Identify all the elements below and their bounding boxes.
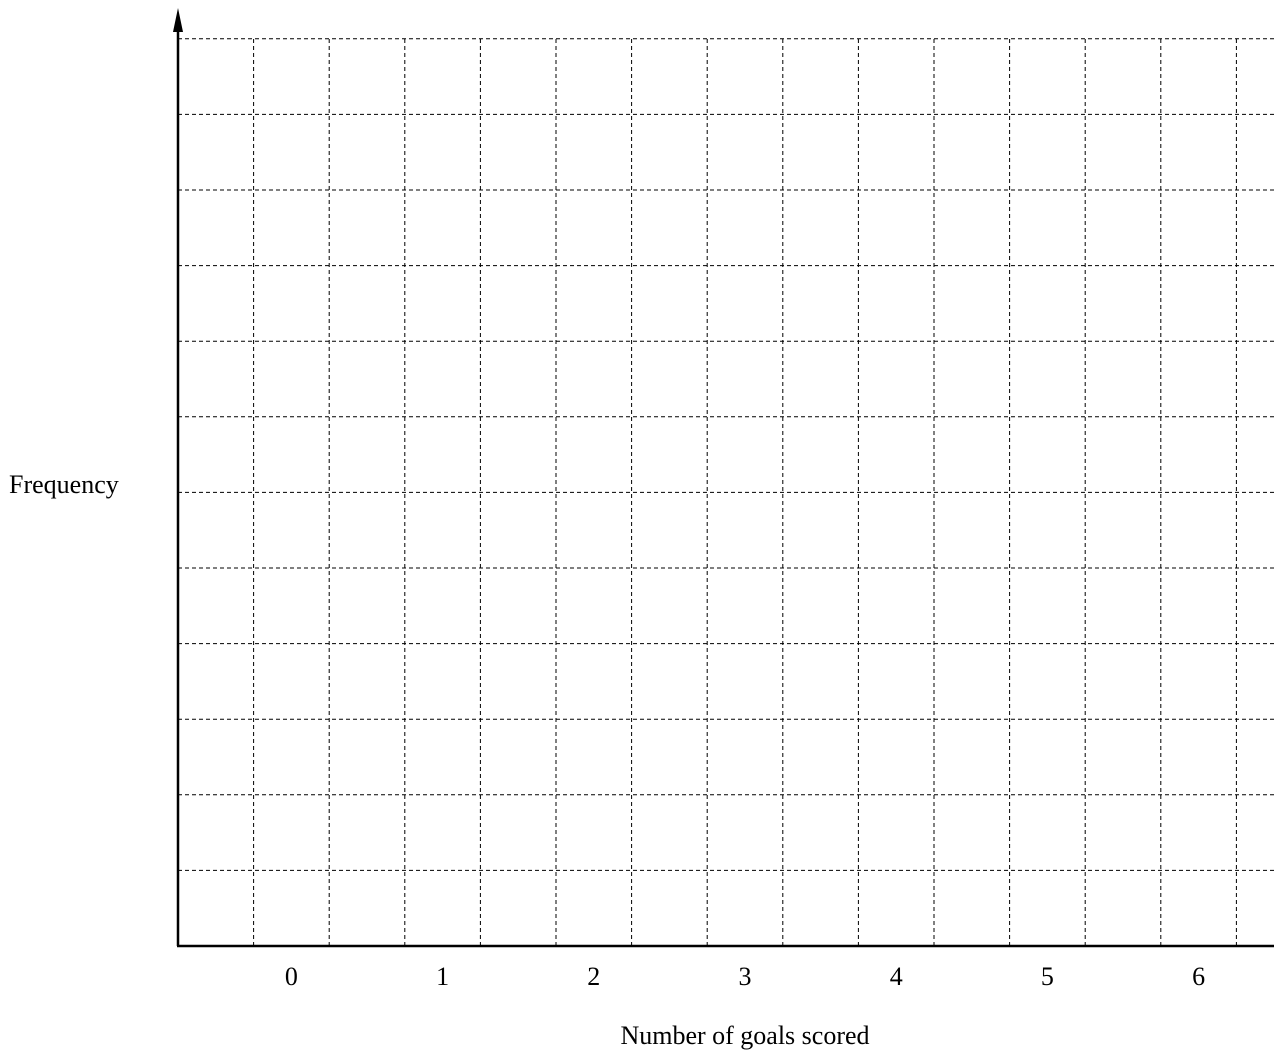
grid-lines <box>178 38 1274 946</box>
x-tick-label: 3 <box>739 962 752 991</box>
x-tick-label: 5 <box>1041 962 1054 991</box>
axes <box>173 8 1274 948</box>
x-tick-label: 6 <box>1192 962 1205 991</box>
y-axis-arrow-icon <box>173 8 183 32</box>
x-tick-label: 2 <box>587 962 600 991</box>
x-tick-label: 1 <box>436 962 449 991</box>
x-tick-labels: 0 1 2 3 4 5 6 <box>285 962 1205 991</box>
x-tick-label: 0 <box>285 962 298 991</box>
x-tick-label: 4 <box>890 962 903 991</box>
x-axis-label: Number of goals scored <box>620 1021 869 1050</box>
y-axis-label: Frequency <box>9 470 119 499</box>
